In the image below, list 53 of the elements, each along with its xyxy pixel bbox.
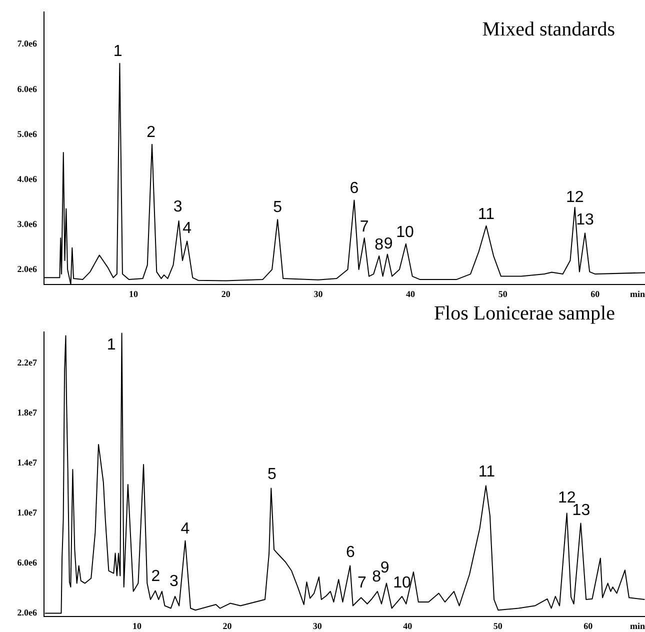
annotation: 11 bbox=[478, 206, 495, 223]
annotation: 8 bbox=[374, 236, 384, 254]
annotation: 6 bbox=[350, 180, 359, 197]
y-tick-label: 2.0e6 bbox=[17, 264, 38, 274]
y-tick-label: 7.0e6 bbox=[17, 38, 38, 49]
x-axis-title: min bbox=[630, 288, 645, 299]
chart-title: Mixed standards bbox=[482, 18, 616, 40]
y-tick-label: 6.0e6 bbox=[17, 84, 38, 94]
annotation: 2 bbox=[151, 568, 160, 585]
annotation: 1 bbox=[106, 336, 116, 354]
annotation: 9 bbox=[380, 560, 390, 577]
x-tick-label: 20 bbox=[221, 289, 231, 300]
annotation: 5 bbox=[273, 199, 282, 216]
y-tick-label: 1.8e7 bbox=[17, 408, 38, 418]
annotation: 10 bbox=[396, 224, 414, 241]
annotation: 13 bbox=[572, 502, 590, 520]
y-tick-label: 3.0e6 bbox=[17, 218, 38, 229]
annotation: 4 bbox=[180, 520, 190, 538]
chart-title: Flos Lonicerae sample bbox=[434, 302, 616, 324]
x-axis-title: min bbox=[630, 620, 645, 631]
x-tick-label: 40 bbox=[406, 289, 416, 300]
y-tick-label: 5.0e6 bbox=[17, 128, 38, 139]
annotation: 8 bbox=[372, 568, 382, 586]
annotation: 1 bbox=[113, 42, 122, 60]
annotation: 11 bbox=[478, 463, 496, 480]
y-tick-label: 1.4e7 bbox=[17, 458, 38, 468]
annotation: 13 bbox=[576, 211, 594, 228]
x-tick-label: 10 bbox=[129, 289, 139, 300]
x-tick-label: 60 bbox=[590, 289, 600, 300]
annotation: 6 bbox=[346, 544, 356, 562]
annotation: 12 bbox=[566, 188, 584, 206]
y-tick-label: 6.0e6 bbox=[17, 558, 38, 568]
annotation: 3 bbox=[169, 572, 178, 590]
y-tick-label: 4.0e6 bbox=[17, 174, 38, 184]
annotation: 9 bbox=[384, 236, 393, 253]
y-tick-label: 1.0e7 bbox=[17, 508, 38, 518]
x-tick-label: 60 bbox=[584, 621, 594, 632]
x-tick-label: 50 bbox=[498, 289, 508, 300]
annotation: 5 bbox=[267, 466, 276, 483]
x-tick-label: 50 bbox=[493, 621, 503, 632]
annotation: 7 bbox=[360, 218, 369, 236]
annotation: 3 bbox=[173, 198, 182, 216]
x-tick-label: 10 bbox=[132, 621, 142, 632]
x-tick-label: 20 bbox=[222, 621, 232, 632]
annotation: 4 bbox=[182, 220, 192, 237]
x-tick-label: 30 bbox=[314, 289, 324, 300]
y-tick-label: 2.0e6 bbox=[17, 608, 38, 618]
x-tick-label: 40 bbox=[403, 621, 413, 632]
annotation: 2 bbox=[146, 124, 156, 141]
x-tick-label: 30 bbox=[312, 621, 322, 632]
y-tick-label: 2.2e7 bbox=[17, 358, 38, 368]
annotation: 10 bbox=[393, 574, 411, 592]
annotation: 7 bbox=[357, 574, 366, 592]
